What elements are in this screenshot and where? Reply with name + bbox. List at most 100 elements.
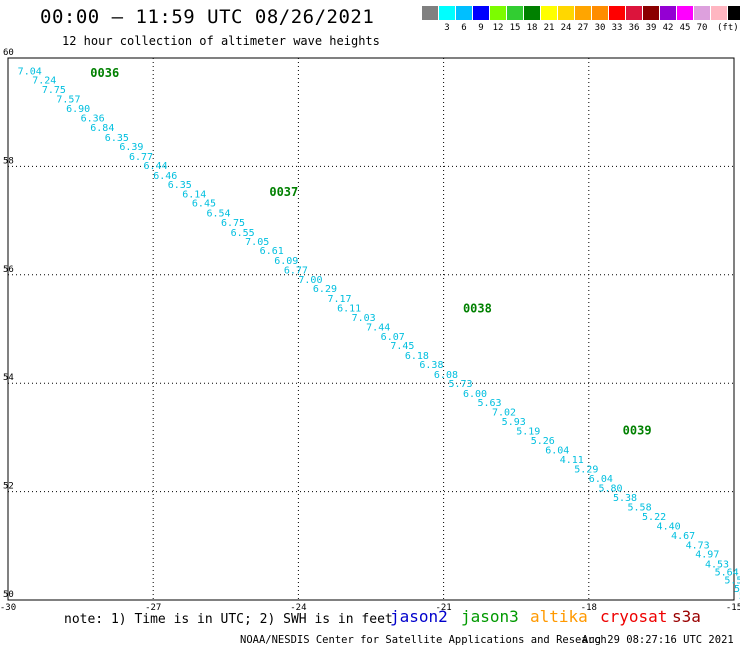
colorbar-swatch: [524, 6, 541, 20]
y-tick-label: 50: [3, 590, 14, 600]
x-tick-label: -24: [290, 603, 306, 613]
colorbar-swatch: [575, 6, 592, 20]
colorbar-label: 33: [611, 23, 623, 33]
legend-jason2: jason2: [390, 607, 448, 626]
colorbar-swatch: [711, 6, 728, 20]
wave-height-label: 4.53: [705, 559, 729, 570]
wave-height-label: 6.07: [381, 332, 405, 343]
wave-height-label: 5.22: [642, 512, 666, 523]
plot-frame: [7, 57, 735, 601]
x-tick-label: -27: [145, 603, 161, 613]
wave-height-label: 6.45: [192, 199, 216, 210]
colorbar-swatch: [728, 6, 740, 20]
wave-height-label: 5.80: [598, 484, 622, 495]
colorbar-swatch: [660, 6, 677, 20]
colorbar-label: 70: [696, 23, 708, 33]
colorbar-unit: (ft): [717, 23, 739, 33]
footer-timestamp: Aug 29 08:27:16 UTC 2021: [582, 634, 734, 646]
colorbar-swatch: [422, 6, 439, 20]
wave-height-label: 5.54: [734, 584, 740, 595]
y-tick-label: 54: [3, 373, 14, 383]
colorbar-label: 36: [628, 23, 640, 33]
wave-height-label: 7.17: [327, 294, 351, 305]
time-marker-label: 0038: [463, 302, 492, 316]
wave-height-label: 4.97: [695, 550, 719, 561]
colorbar-label: 42: [662, 23, 674, 33]
wave-height-label: 5.93: [502, 417, 526, 428]
colorbar-swatch: [473, 6, 490, 20]
x-tick-label: -30: [0, 603, 16, 613]
colorbar-swatch: [507, 6, 524, 20]
wave-height-label: 6.77: [284, 266, 308, 277]
colorbar-label: 21: [543, 23, 555, 33]
wave-height-label: 6.77: [129, 152, 153, 163]
wave-height-label: 5.38: [613, 493, 637, 504]
time-marker-label: 0037: [269, 185, 298, 199]
colorbar-label: 12: [492, 23, 504, 33]
wave-height-label: 7.75: [42, 85, 66, 96]
colorbar-label: 18: [526, 23, 538, 33]
wave-height-label: 6.08: [434, 370, 458, 381]
x-tick-label: -15: [726, 603, 740, 613]
wave-height-label: 4.67: [671, 531, 695, 542]
wave-height-label: 7.03: [352, 313, 376, 324]
wave-height-label: 6.36: [81, 113, 105, 124]
wave-height-label: 5.19: [516, 427, 540, 438]
colorbar-label: 3: [444, 23, 450, 33]
wave-height-label: 5.3: [739, 591, 740, 602]
wave-height-label: 6.84: [90, 123, 114, 134]
wave-height-label: 6.00: [463, 389, 487, 400]
colorbar-label: 6: [461, 23, 467, 33]
wave-height-label: 4.73: [686, 541, 710, 552]
colorbar-swatch: [609, 6, 626, 20]
wave-height-label: 7.44: [366, 323, 390, 334]
wave-height-label: 4.40: [657, 522, 681, 533]
wave-height-label: 6.04: [589, 474, 613, 485]
wave-height-label: 6.35: [105, 133, 129, 144]
legend-s3a: s3a: [672, 607, 701, 626]
wave-height-label: 6.29: [313, 284, 337, 295]
colorbar-swatch: [592, 6, 609, 20]
wave-height-label: 6.04: [545, 446, 569, 457]
wave-height-label: 5.29: [574, 465, 598, 476]
colorbar-swatch: [694, 6, 711, 20]
y-tick-label: 60: [3, 48, 14, 58]
wave-height-label: 6.35: [168, 180, 192, 191]
colorbar-label: 30: [594, 23, 606, 33]
note-text: note: 1) Time is in UTC; 2) SWH is in fe…: [64, 612, 393, 627]
wave-height-label: 6.75: [221, 218, 245, 229]
colorbar-swatch: [490, 6, 507, 20]
wave-height-label: 6.09: [274, 256, 298, 267]
chart-subtitle: 12 hour collection of altimeter wave hei…: [62, 34, 380, 48]
wave-height-label: 5.63: [477, 398, 501, 409]
colorbar-swatch: [456, 6, 473, 20]
wave-height-label: 6.46: [153, 171, 177, 182]
wave-height-label: 7.45: [390, 341, 414, 352]
wave-height-label: 6.14: [182, 189, 206, 200]
y-tick-label: 52: [3, 482, 14, 492]
colorbar-label: 45: [679, 23, 691, 33]
wave-height-label: 5.50: [724, 576, 740, 587]
wave-height-label: 5.73: [448, 379, 472, 390]
colorbar-label: 9: [478, 23, 484, 33]
wave-height-label: 6.39: [119, 142, 143, 153]
colorbar-label: 15: [509, 23, 521, 33]
wave-height-label: 7.04: [18, 66, 42, 77]
legend-jason3: jason3: [461, 607, 519, 626]
chart-title: 00:00 – 11:59 UTC 08/26/2021: [40, 6, 375, 28]
wave-height-label: 7.57: [56, 94, 80, 105]
wave-height-label: 7.02: [492, 408, 516, 419]
legend-cryosat: cryosat: [600, 607, 668, 626]
wave-height-label: 4.11: [560, 455, 584, 466]
wave-height-label: 6.54: [206, 208, 230, 219]
colorbar-swatch: [541, 6, 558, 20]
wave-height-label: 6.38: [419, 360, 443, 371]
colorbar-swatch: [677, 6, 694, 20]
wave-height-label: 6.11: [337, 304, 361, 315]
x-tick-label: -21: [435, 603, 451, 613]
colorbar-swatch: [626, 6, 643, 20]
wave-height-label: 6.61: [260, 246, 284, 257]
wave-height-label: 5.58: [628, 503, 652, 514]
colorbar-label: 39: [645, 23, 657, 33]
